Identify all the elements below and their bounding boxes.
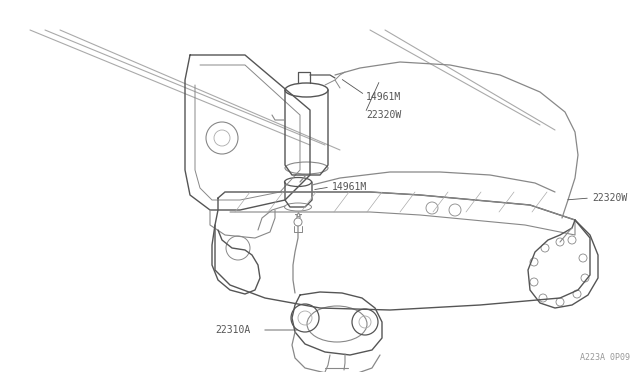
- Text: 22320W: 22320W: [592, 193, 627, 203]
- Text: 22320W: 22320W: [366, 110, 401, 120]
- Text: 14961M: 14961M: [366, 92, 401, 102]
- Text: 22310A: 22310A: [215, 325, 250, 335]
- Text: 14961M: 14961M: [332, 182, 367, 192]
- Text: A223A 0P09: A223A 0P09: [580, 353, 630, 362]
